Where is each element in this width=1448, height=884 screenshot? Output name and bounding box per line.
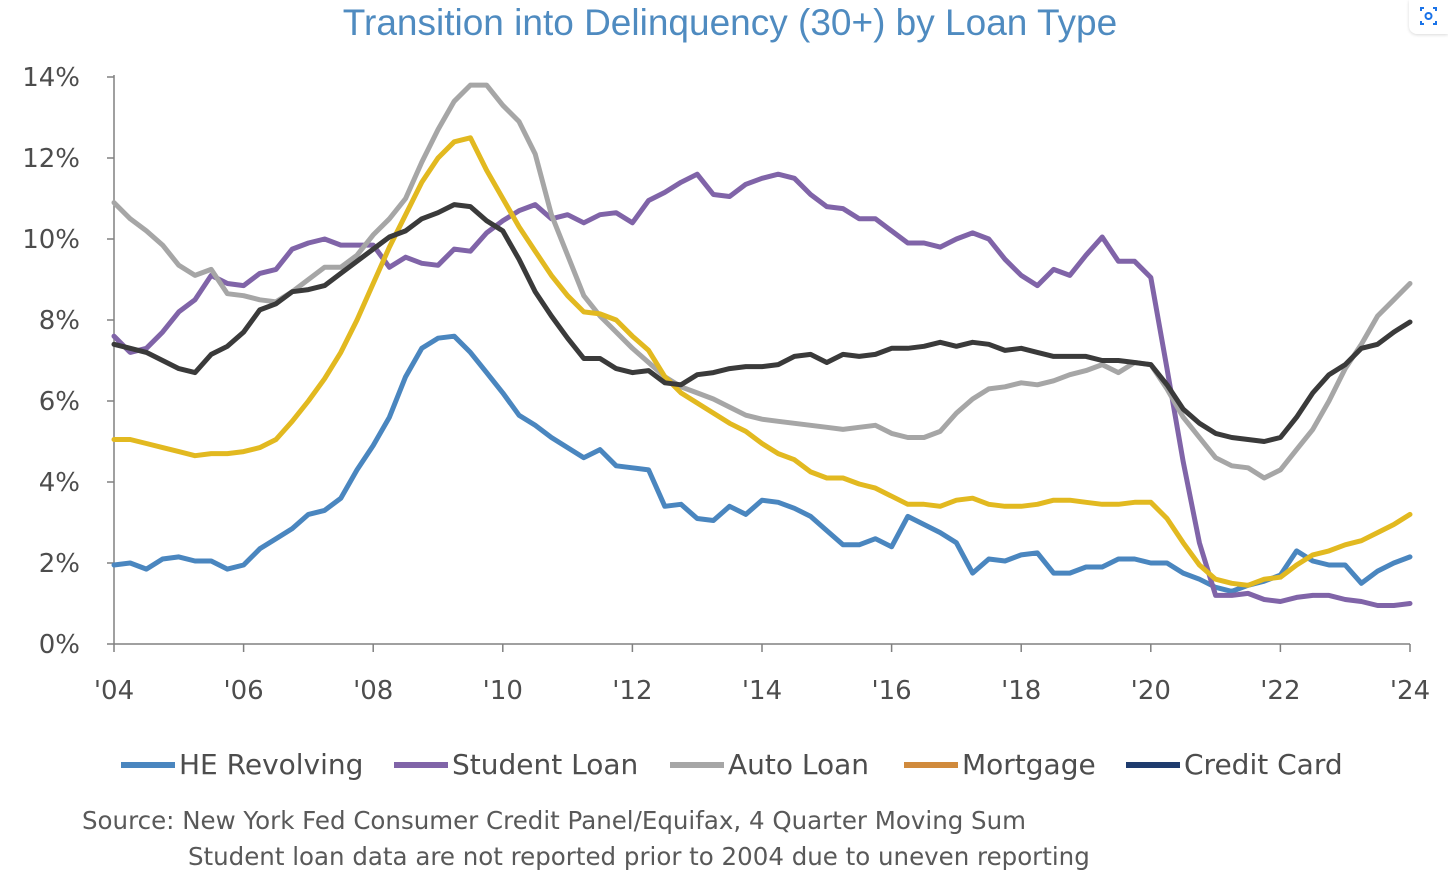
y-tick-label: 6% [39,387,80,417]
x-tick-label: '18 [1001,676,1041,706]
y-tick-label: 2% [39,549,80,579]
series-line-student-loan [111,171,1413,608]
x-tick-label: '20 [1131,676,1171,706]
source-line-2: Student loan data are not reported prior… [188,842,1090,871]
y-axis-ticks: 0% 2% 4% 6% 8% 10% 12% 14% [22,63,114,660]
legend-label-mortgage: Mortgage [962,748,1096,781]
chart-title: Transition into Delinquency (30+) by Loa… [343,2,1117,43]
legend: HE Revolving Student Loan Auto Loan Mortgag… [121,748,1343,781]
x-tick-label: '14 [742,676,782,706]
source-line-1: Source: New York Fed Consumer Credit Pan… [82,806,1026,835]
series-line-credit-card [111,202,1413,444]
x-tick-label: '22 [1260,676,1300,706]
x-tick-label: '06 [223,676,263,706]
y-tick-label: 12% [22,144,80,174]
visual-search-icon [1420,7,1437,25]
axes [113,75,1410,645]
y-tick-label: 8% [39,306,80,336]
legend-label-student-loan: Student Loan [452,748,638,781]
x-tick-label: '04 [94,676,134,706]
x-tick-label: '10 [483,676,523,706]
y-tick-label: 4% [39,468,80,498]
series-lines [111,82,1413,608]
y-tick-label: 10% [22,225,80,255]
x-tick-label: '12 [612,676,652,706]
series-line-he-revolving [111,333,1413,594]
series-line-mortgage [111,135,1413,588]
y-tick-label: 14% [22,63,80,93]
visual-search-button[interactable] [1409,0,1448,34]
x-axis-ticks: '04 '06 '08 '10 '12 '14 '16 '18 '20 '22 '24 [94,644,1430,706]
series-line-auto-loan [111,82,1413,481]
source-note: Source: New York Fed Consumer Credit Pan… [82,806,1090,871]
x-tick-label: '16 [871,676,911,706]
legend-label-auto-loan: Auto Loan [728,748,869,781]
y-tick-label: 0% [39,630,80,660]
legend-label-he-revolving: HE Revolving [179,748,363,781]
x-tick-label: '08 [353,676,393,706]
x-tick-label: '24 [1390,676,1430,706]
legend-label-credit-card: Credit Card [1184,748,1343,781]
